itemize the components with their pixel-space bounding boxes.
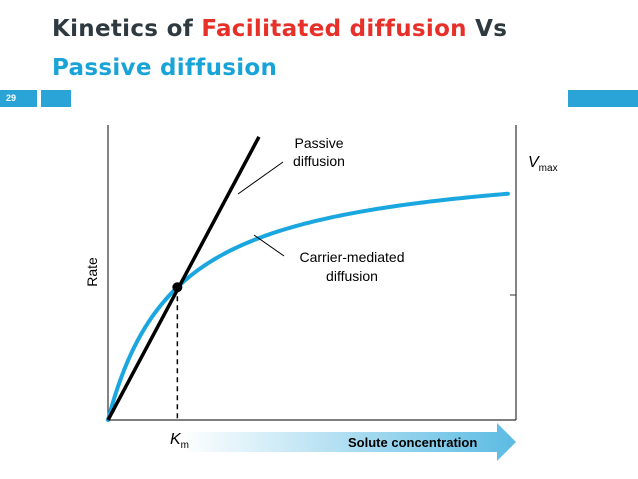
vmax-subscript: max: [539, 163, 558, 174]
km-intersection-point: [172, 282, 183, 293]
passive-diffusion-line: [106, 135, 261, 421]
accent-bar-right: [568, 90, 638, 107]
x-axis-label: Solute concentration: [348, 435, 477, 450]
slide-number: 29: [0, 90, 37, 107]
carrier-annotation-line2: diffusion: [326, 268, 378, 284]
km-symbol: K: [170, 431, 182, 448]
passive-annotation-line1: Passive: [294, 135, 343, 151]
vmax-label: Vmax: [528, 154, 558, 174]
carrier-annotation-line1: Carrier-mediated: [299, 249, 404, 265]
km-label: Km: [170, 431, 189, 451]
accent-bar-left: [41, 90, 71, 107]
title-part-3: Vs: [466, 16, 508, 42]
x-axis-arrow: [182, 423, 516, 461]
passive-annotation-line2: diffusion: [293, 153, 345, 169]
title-part-2: Facilitated diffusion: [201, 16, 467, 42]
passive-leader-line: [237, 161, 284, 195]
title-part-4: Passive diffusion: [52, 55, 278, 81]
carrier-leader-line: [253, 234, 285, 257]
vmax-symbol: V: [528, 154, 540, 171]
y-axis-label: Rate: [84, 257, 100, 287]
slide-title: Kinetics of Facilitated diffusion Vs Pas…: [52, 10, 632, 88]
km-subscript: m: [181, 440, 189, 451]
title-part-1: Kinetics of: [52, 16, 202, 42]
